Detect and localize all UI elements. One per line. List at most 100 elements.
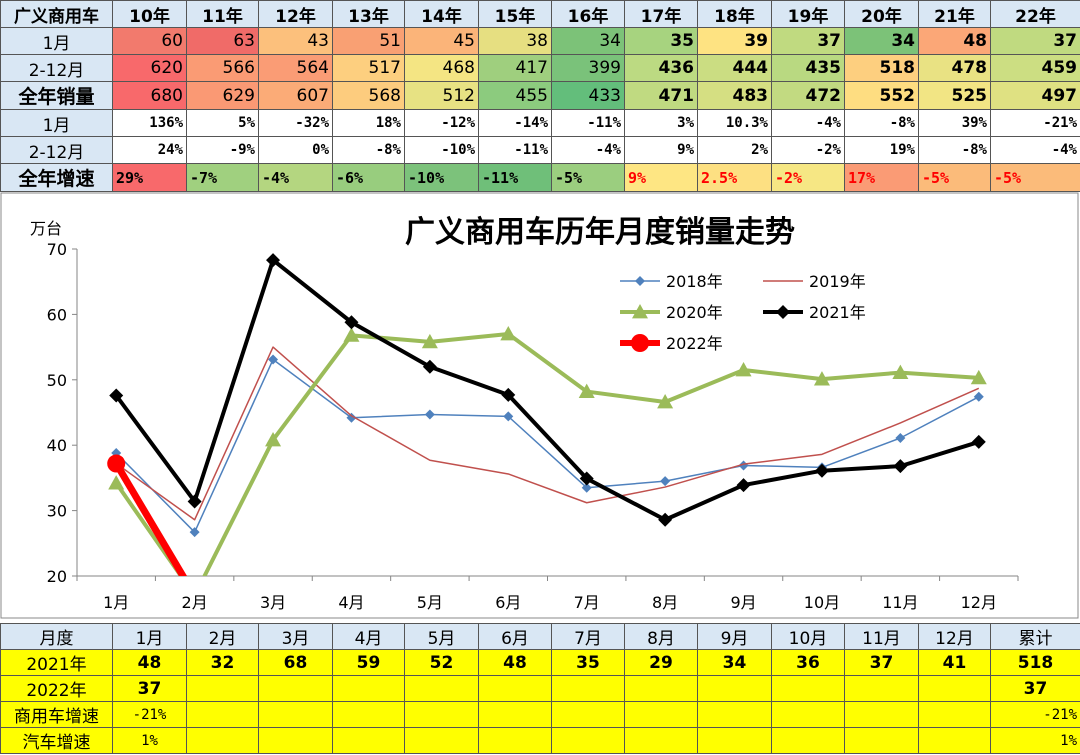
- table-cell: [624, 701, 698, 728]
- data-point: [658, 512, 673, 527]
- data-point: [266, 253, 281, 268]
- data-point: [422, 359, 437, 374]
- table-cell: 37: [771, 27, 845, 55]
- table-cell: 35: [551, 649, 625, 676]
- table-cell: -4%: [771, 109, 845, 137]
- month-header-cell: 6月: [478, 623, 552, 650]
- table-cell: [697, 701, 772, 728]
- month-header-cell: 1月: [112, 623, 187, 650]
- row-label: 全年销量: [0, 81, 113, 110]
- table-cell: -2%: [771, 136, 845, 164]
- table-cell: 518: [990, 649, 1080, 676]
- table-cell: 455: [478, 81, 552, 110]
- data-point: [344, 315, 359, 330]
- table-cell: 5%: [186, 109, 259, 137]
- table-cell: 29%: [112, 163, 187, 192]
- x-tick-label: 8月: [652, 593, 678, 612]
- table-cell: [478, 727, 552, 754]
- legend-label: 2021年: [809, 303, 866, 322]
- year-header-row: 广义商用车 10年 11年 12年 13年 14年 15年 16年 17年 18年 19年 20年 21…: [0, 0, 1080, 28]
- table-cell: [771, 701, 845, 728]
- table-cell: 38: [478, 27, 552, 55]
- table-cell: 9%: [624, 136, 698, 164]
- series-2019年: [115, 346, 980, 521]
- table-cell: 518: [844, 54, 919, 82]
- x-tick-label: 6月: [495, 593, 521, 612]
- data-point: [501, 387, 516, 402]
- data-point: [971, 434, 986, 449]
- table-cell: 517: [332, 54, 405, 82]
- chart-canvas: 广义商用车历年月度销量走势 万台 20 30 40 50 60 70 1月 2月 3月 4月 5月 6…: [0, 192, 1079, 619]
- table-cell: [844, 727, 919, 754]
- x-tick-label: 11月: [882, 593, 918, 612]
- table-cell: 17%: [844, 163, 919, 192]
- table-cell: 607: [258, 81, 333, 110]
- table-cell: [918, 675, 991, 702]
- row-label: 2-12月: [0, 54, 113, 82]
- table-cell: [186, 727, 259, 754]
- table-cell: 18%: [332, 109, 405, 137]
- legend-swatch-marker: [631, 334, 649, 352]
- table-cell: [478, 675, 552, 702]
- table-cell: [478, 701, 552, 728]
- table-cell: 472: [771, 81, 845, 110]
- data-point: [500, 326, 517, 341]
- table-cell: 436: [624, 54, 698, 82]
- chart-title: 广义商用车历年月度销量走势: [405, 215, 795, 250]
- table-cell: -5%: [551, 163, 625, 192]
- table-cell: [551, 675, 625, 702]
- row-label: 2-12月: [0, 136, 113, 164]
- data-point: [109, 388, 124, 403]
- data-point: [814, 463, 829, 478]
- table-cell: 37: [844, 649, 919, 676]
- table-cell: 63: [186, 27, 259, 55]
- table-cell: -8%: [918, 136, 991, 164]
- data-point: [735, 361, 752, 377]
- table-row: 2-12月 620 566 564 517 468 417 399 436 444 435 518 47…: [0, 54, 1080, 82]
- table-cell: [771, 675, 845, 702]
- table-cell: 34: [697, 649, 772, 676]
- table-cell: 444: [697, 54, 772, 82]
- table-cell: 2%: [697, 136, 772, 164]
- data-point: [265, 431, 282, 447]
- table-cell: [551, 701, 625, 728]
- year-header-cell: 18年: [697, 0, 772, 28]
- table-cell: [186, 675, 259, 702]
- row-label: 2021年: [0, 649, 113, 676]
- legend-item: 2019年: [763, 272, 866, 291]
- series-2021年: [109, 253, 986, 527]
- month-header-cell: 3月: [258, 623, 333, 650]
- yearly-sales-table: 广义商用车 10年 11年 12年 13年 14年 15年 16年 17年 18年 19年 20年 21…: [0, 0, 1080, 192]
- table-cell: -21%: [990, 109, 1080, 137]
- table-cell: 68: [258, 649, 333, 676]
- month-header-cell: 7月: [551, 623, 625, 650]
- y-tick-label: 20: [47, 567, 67, 586]
- month-header-cell: 月度: [0, 623, 113, 650]
- data-point: [187, 494, 202, 509]
- data-point: [657, 394, 674, 409]
- table-cell: 0%: [258, 136, 333, 164]
- axes: 20 30 40 50 60 70 1月 2月 3月 4月 5月 6月 7月 8月 9月 10月 11月 12月: [47, 240, 1019, 612]
- table-cell: 497: [990, 81, 1080, 110]
- table-cell: 478: [918, 54, 991, 82]
- x-tick-label: 3月: [260, 593, 286, 612]
- data-point: [973, 391, 984, 402]
- table-cell: 32: [186, 649, 259, 676]
- table-cell: [404, 701, 479, 728]
- table-cell: 48: [112, 649, 187, 676]
- table-cell: [404, 675, 479, 702]
- table-cell: -11%: [551, 109, 625, 137]
- data-point: [268, 354, 279, 365]
- table-cell: 34: [844, 27, 919, 55]
- table-cell: [624, 675, 698, 702]
- table-cell: -2%: [771, 163, 845, 192]
- table-cell: -11%: [478, 136, 552, 164]
- table-cell: 525: [918, 81, 991, 110]
- month-header-cell: 4月: [332, 623, 405, 650]
- table-cell: -8%: [332, 136, 405, 164]
- data-point: [738, 460, 749, 471]
- year-header-cell: 10年: [112, 0, 187, 28]
- legend-label: 2018年: [666, 272, 723, 291]
- table-cell: 41: [918, 649, 991, 676]
- table-cell: 3%: [624, 109, 698, 137]
